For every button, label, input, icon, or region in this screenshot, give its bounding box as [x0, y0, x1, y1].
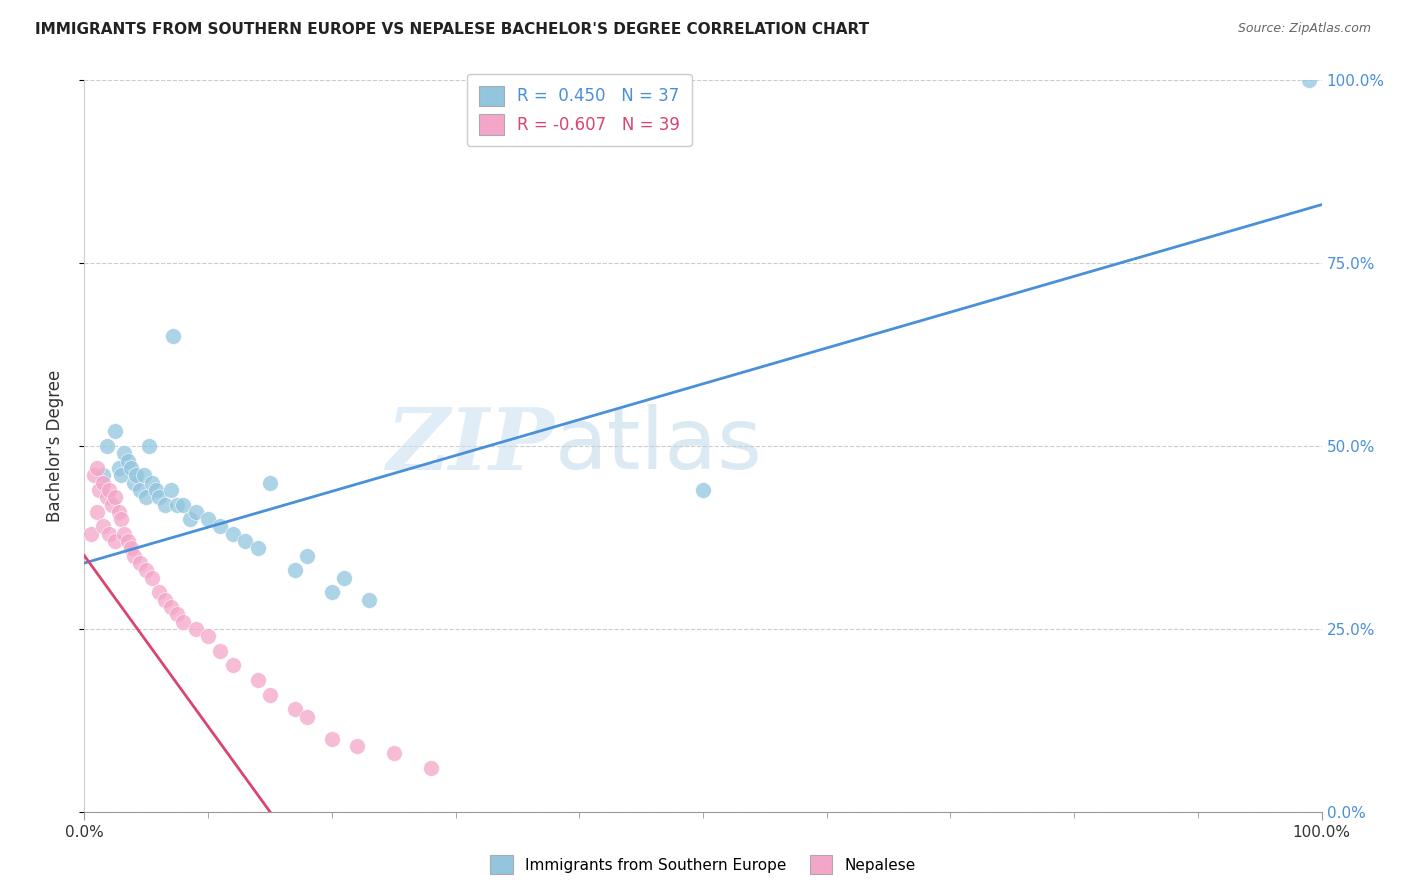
Point	[91, 475, 114, 490]
Text: Source: ZipAtlas.com: Source: ZipAtlas.com	[1237, 22, 1371, 36]
Point	[104, 425, 127, 439]
Point	[160, 483, 183, 497]
Point	[184, 622, 207, 636]
Point	[145, 483, 167, 497]
Point	[246, 673, 269, 687]
Point	[357, 592, 380, 607]
Point	[148, 490, 170, 504]
Point	[138, 439, 160, 453]
Point	[419, 761, 441, 775]
Point	[166, 498, 188, 512]
Point	[148, 585, 170, 599]
Point	[110, 468, 132, 483]
Point	[153, 592, 176, 607]
Point	[284, 702, 307, 716]
Point	[162, 329, 184, 343]
Point	[100, 498, 122, 512]
Point	[108, 461, 131, 475]
Point	[1298, 73, 1320, 87]
Point	[233, 534, 256, 549]
Point	[346, 739, 368, 753]
Point	[135, 490, 157, 504]
Point	[197, 629, 219, 643]
Point	[117, 534, 139, 549]
Point	[96, 439, 118, 453]
Point	[295, 549, 318, 563]
Point	[120, 541, 142, 556]
Point	[222, 526, 245, 541]
Point	[141, 475, 163, 490]
Point	[172, 498, 194, 512]
Point	[89, 483, 111, 497]
Point	[86, 461, 108, 475]
Point	[110, 512, 132, 526]
Text: IMMIGRANTS FROM SOUTHERN EUROPE VS NEPALESE BACHELOR'S DEGREE CORRELATION CHART: IMMIGRANTS FROM SOUTHERN EUROPE VS NEPAL…	[35, 22, 869, 37]
Point	[129, 556, 152, 570]
Point	[108, 505, 131, 519]
Point	[321, 731, 343, 746]
Point	[197, 512, 219, 526]
Point	[120, 461, 142, 475]
Point	[91, 468, 114, 483]
Point	[112, 446, 135, 460]
Point	[98, 526, 121, 541]
Point	[295, 709, 318, 723]
Point	[259, 475, 281, 490]
Point	[129, 483, 152, 497]
Point	[172, 615, 194, 629]
Point	[321, 585, 343, 599]
Point	[96, 490, 118, 504]
Point	[692, 483, 714, 497]
Point	[209, 519, 232, 533]
Point	[284, 563, 307, 577]
Point	[125, 468, 148, 483]
Point	[246, 541, 269, 556]
Point	[83, 468, 105, 483]
Point	[135, 563, 157, 577]
Point	[104, 534, 127, 549]
Point	[382, 746, 405, 760]
Point	[79, 526, 101, 541]
Point	[112, 526, 135, 541]
Point	[153, 498, 176, 512]
Point	[160, 599, 183, 614]
Legend: R =  0.450   N = 37, R = -0.607   N = 39: R = 0.450 N = 37, R = -0.607 N = 39	[467, 74, 692, 146]
Point	[132, 468, 155, 483]
Point	[98, 483, 121, 497]
Point	[117, 453, 139, 467]
Point	[209, 644, 232, 658]
Point	[179, 512, 201, 526]
Text: atlas: atlas	[554, 404, 762, 488]
Point	[141, 571, 163, 585]
Point	[222, 658, 245, 673]
Point	[104, 490, 127, 504]
Point	[91, 519, 114, 533]
Point	[184, 505, 207, 519]
Point	[333, 571, 356, 585]
Legend: Immigrants from Southern Europe, Nepalese: Immigrants from Southern Europe, Nepales…	[484, 849, 922, 880]
Point	[122, 475, 145, 490]
Point	[259, 688, 281, 702]
Text: ZIP: ZIP	[387, 404, 554, 488]
Point	[86, 505, 108, 519]
Y-axis label: Bachelor's Degree: Bachelor's Degree	[45, 370, 63, 522]
Point	[122, 549, 145, 563]
Point	[166, 607, 188, 622]
